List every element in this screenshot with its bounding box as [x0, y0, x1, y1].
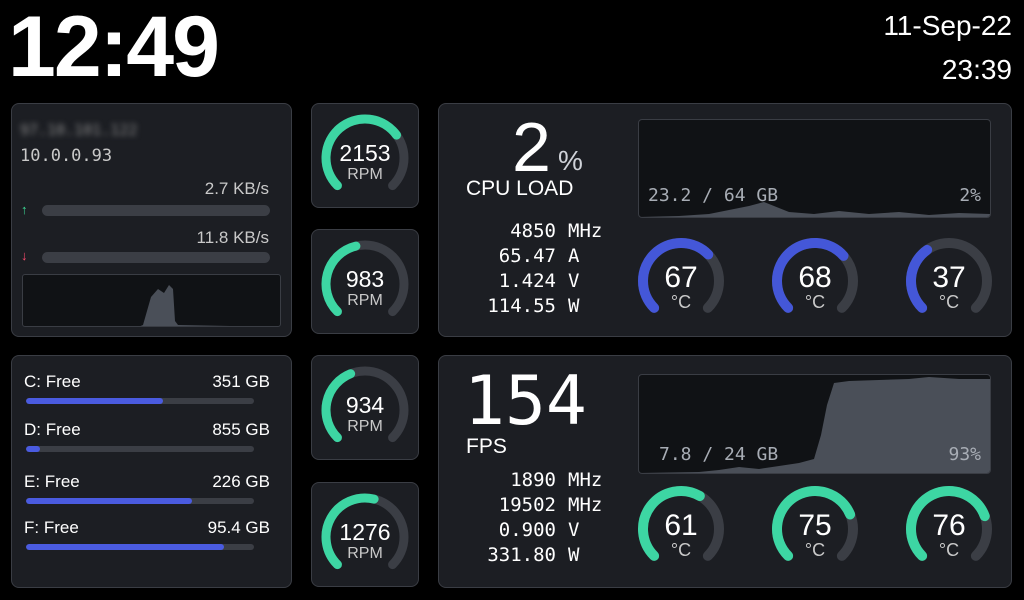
gpu-temp-gauge-fill — [638, 486, 705, 561]
gpu-fps-value: 154 — [464, 362, 587, 441]
fan-rpm-value: 983 — [345, 266, 385, 292]
drive-usage-bar — [26, 544, 254, 550]
fan-gauge — [321, 366, 409, 443]
gpu-temp-gauge-fill — [906, 486, 990, 561]
gpu-stat-value: 0.900 — [498, 519, 556, 541]
fan-gauge — [321, 240, 409, 317]
cpu-stat-unit: V — [568, 270, 580, 292]
fan-rpm-unit: RPM — [347, 166, 383, 183]
fan-rpm-value: 934 — [345, 392, 385, 418]
cpu-stat-value: 1.424 — [498, 270, 556, 292]
cpu-temp-unit: °C — [804, 292, 826, 312]
network-graph-plot — [140, 285, 231, 326]
gpu-temp-value: 76 — [932, 509, 966, 542]
fan-gauge — [321, 114, 409, 191]
fan-gauge — [321, 493, 409, 570]
gpu-temp-gauge — [772, 486, 858, 561]
gpu-graph-percent: 93% — [948, 444, 981, 465]
gpu-stat-unit: V — [568, 519, 580, 541]
gpu-stat-unit: MHz — [568, 494, 603, 516]
cpu-temp-unit: °C — [938, 292, 960, 312]
cpu-stat-value: 114.55 — [487, 295, 556, 317]
arrow-up-icon: ↑ — [21, 202, 28, 217]
fan-gauge-fill — [321, 114, 402, 191]
cpu-temp-gauge-fill — [772, 238, 849, 313]
gpu-stat-value: 331.80 — [487, 544, 556, 566]
drive-label: F: Free — [24, 518, 79, 537]
drive-label: D: Free — [24, 420, 81, 439]
gpu-temp-gauge-fill — [772, 486, 856, 561]
cpu-memory-usage: 23.2 / 64 GB — [648, 185, 779, 206]
fan-gauge-fill — [321, 241, 361, 317]
drive-free-value: 351 GB — [212, 372, 270, 391]
drive-free-value: 855 GB — [212, 420, 270, 439]
fan-gauge-fill — [321, 493, 379, 570]
drive-free-value: 226 GB — [212, 472, 270, 491]
drive-usage-fill — [26, 446, 40, 452]
upload-bar — [42, 205, 270, 216]
gpu-stat-unit: MHz — [568, 469, 603, 491]
gpu-temp-unit: °C — [804, 540, 826, 560]
cpu-temp-gauge-fill — [906, 244, 933, 313]
drive-usage-fill — [26, 544, 225, 550]
local-ip: 10.0.0.93 — [20, 146, 113, 166]
clock-date: 11-Sep-22 — [883, 10, 1012, 41]
gpu-stat-value: 1890 — [510, 469, 556, 491]
download-bar — [42, 252, 270, 263]
fan-rpm-unit: RPM — [347, 292, 383, 309]
drive-usage-bar — [26, 446, 254, 452]
cpu-temp-value: 68 — [798, 261, 832, 294]
gpu-temp-value: 75 — [798, 509, 832, 542]
cpu-temp-value: 67 — [664, 261, 698, 294]
gpu-stat-value: 19502 — [498, 494, 556, 516]
fan-rpm-unit: RPM — [347, 418, 383, 435]
cpu-temp-value: 37 — [932, 261, 966, 294]
cpu-graph-percent: 2% — [959, 185, 981, 206]
upload-rate: 2.7 KB/s — [204, 179, 269, 198]
cpu-temp-unit: °C — [670, 292, 692, 312]
cpu-temp-gauge-fill — [638, 238, 714, 313]
cpu-stat-unit: MHz — [568, 220, 603, 242]
fan-rpm-unit: RPM — [347, 545, 383, 562]
fan-rpm-value: 2153 — [339, 140, 391, 166]
download-rate: 11.8 KB/s — [196, 228, 269, 247]
cpu-stat-unit: W — [568, 295, 580, 317]
cpu-load-value: 2 — [512, 108, 551, 186]
drive-free-value: 95.4 GB — [207, 518, 270, 537]
cpu-load-unit: % — [558, 145, 583, 176]
cpu-load-label: CPU LOAD — [466, 177, 574, 200]
cpu-stat-value: 4850 — [510, 220, 556, 242]
fan-gauge-fill — [321, 369, 356, 443]
gpu-fps-label: FPS — [466, 435, 507, 458]
drive-usage-fill — [26, 498, 193, 504]
fan-rpm-value: 1276 — [339, 519, 391, 545]
cpu-temp-gauge — [772, 238, 858, 313]
gpu-temp-value: 61 — [664, 509, 698, 542]
cpu-stat-unit: A — [568, 245, 580, 267]
gpu-stat-unit: W — [568, 544, 580, 566]
clock-time-secondary: 23:39 — [941, 54, 1012, 85]
gpu-temp-gauge — [638, 486, 724, 561]
cpu-stat-value: 65.47 — [498, 245, 556, 267]
network-graph — [22, 274, 281, 327]
drive-label: C: Free — [24, 372, 81, 391]
drive-label: E: Free — [24, 472, 80, 491]
cpu-temp-gauge — [638, 238, 724, 313]
drive-usage-bar — [26, 398, 254, 404]
cpu-graph: 23.2 / 64 GB 2% — [638, 119, 991, 218]
arrow-down-icon: ↓ — [21, 248, 28, 263]
gpu-temp-unit: °C — [670, 540, 692, 560]
cpu-temp-gauge — [906, 238, 992, 313]
gpu-temp-unit: °C — [938, 540, 960, 560]
drive-usage-bar — [26, 498, 254, 504]
public-ip: 97.10.101.122 — [20, 121, 138, 139]
drive-usage-fill — [26, 398, 163, 404]
gpu-temp-gauge — [906, 486, 992, 561]
gpu-graph-plot — [639, 377, 990, 473]
gpu-memory-usage: 7.8 / 24 GB — [659, 444, 779, 465]
clock-time: 12:49 — [8, 0, 220, 95]
cpu-graph-plot — [639, 202, 990, 217]
gpu-graph: 7.8 / 24 GB 93% — [638, 374, 991, 474]
